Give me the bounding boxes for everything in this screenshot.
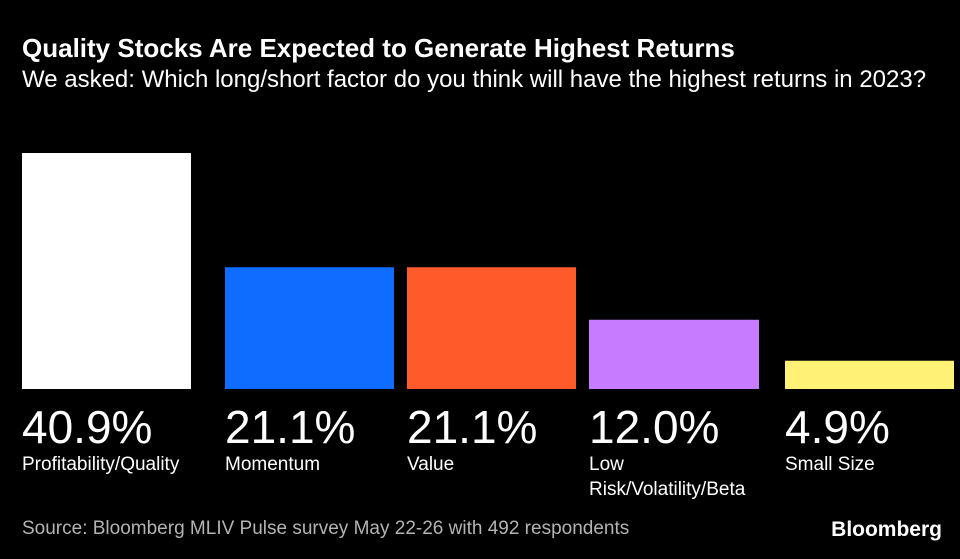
value-label: 12.0% xyxy=(589,401,720,453)
category-label: Value xyxy=(407,454,455,475)
bar-group-low-risk-volatility-beta: 12.0% Low Risk/Volatility/Beta xyxy=(589,400,779,502)
bloomberg-logo: Bloomberg xyxy=(831,518,942,541)
bar-momentum xyxy=(225,267,394,389)
chart-title: Quality Stocks Are Expected to Generate … xyxy=(22,33,735,63)
value-label: 40.9% xyxy=(22,401,153,453)
category-label: Momentum xyxy=(225,454,321,475)
bar-group-profitability-quality: 40.9% Profitability/Quality xyxy=(22,400,222,477)
bar-group-value: 21.1% Value xyxy=(407,400,577,477)
value-label: 4.9% xyxy=(785,401,890,453)
value-label: 21.1% xyxy=(407,401,538,453)
bar-low-risk-volatility-beta xyxy=(589,319,759,389)
bar-value xyxy=(407,267,576,389)
bar-chart xyxy=(22,153,954,389)
bar-small-size xyxy=(785,360,954,389)
category-label: Low Risk/Volatility/Beta xyxy=(589,454,746,500)
chart-subtitle: We asked: Which long/short factor do you… xyxy=(22,66,927,93)
bar-profitability-quality xyxy=(22,153,191,389)
bar-group-small-size: 4.9% Small Size xyxy=(785,400,955,477)
category-label: Profitability/Quality xyxy=(22,454,180,475)
bar-group-momentum: 21.1% Momentum xyxy=(225,400,395,477)
category-label: Small Size xyxy=(785,454,875,475)
source-note: Source: Bloomberg MLIV Pulse survey May … xyxy=(22,518,630,539)
value-label: 21.1% xyxy=(225,401,356,453)
